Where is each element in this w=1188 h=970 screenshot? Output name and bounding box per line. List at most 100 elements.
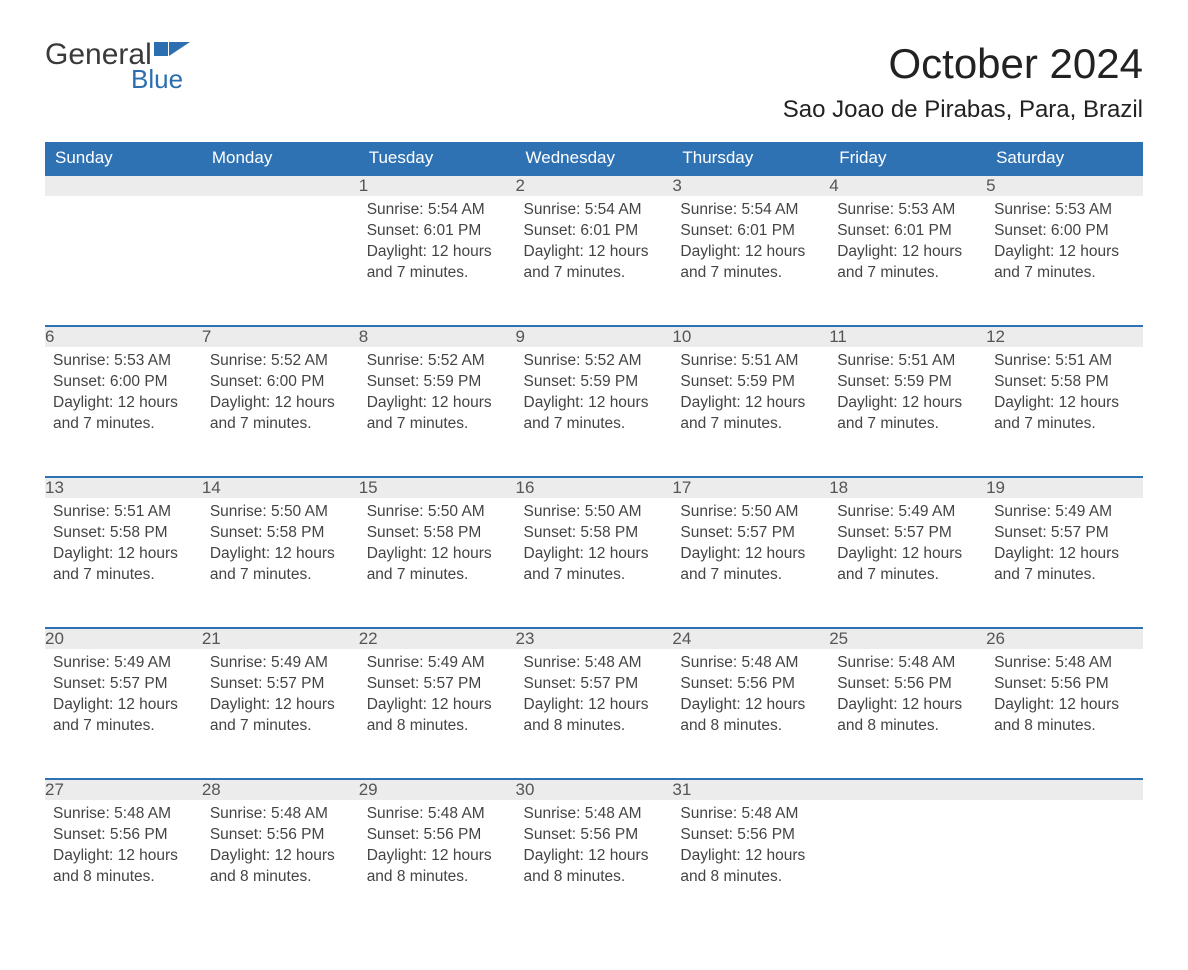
- day-cell: Sunrise: 5:51 AMSunset: 5:58 PMDaylight:…: [45, 498, 202, 628]
- day-number: 5: [986, 175, 1143, 196]
- daylight-line: Daylight: 12 hours and 7 minutes.: [53, 696, 178, 734]
- day-number: 27: [45, 779, 202, 800]
- sunrise-line: Sunrise: 5:49 AM: [994, 503, 1112, 520]
- day-cell: Sunrise: 5:50 AMSunset: 5:57 PMDaylight:…: [672, 498, 829, 628]
- day-number: 24: [672, 628, 829, 649]
- day-cell: Sunrise: 5:53 AM Sunset: 6:00 PM Daylight:…: [986, 196, 1143, 326]
- day-number: 22: [359, 628, 516, 649]
- sunset-line: Sunset: 5:57 PM: [524, 675, 639, 692]
- day-cell: Sunrise: 5:53 AMSunset: 6:00 PMDaylight:…: [45, 347, 202, 477]
- sunrise-line: Sunrise: 5:52 AM: [524, 352, 642, 369]
- daycontent-row: Sunrise: 5:48 AM Sunset: 5:56 PM Daylight:…: [45, 800, 1143, 930]
- sunrise-line: Sunrise: 5:53 AM: [837, 201, 955, 218]
- month-title: October 2024: [783, 40, 1143, 88]
- daylight-line: Daylight: 12 hours and 7 minutes.: [210, 394, 335, 432]
- sunrise-line: Sunrise: 5:51 AM: [53, 503, 171, 520]
- day-content: Sunrise: 5:52 AMSunset: 5:59 PMDaylight:…: [359, 347, 516, 445]
- day-cell: Sunrise: 5:48 AMSunset: 5:56 PMDaylight:…: [672, 800, 829, 930]
- daylight-line: Daylight: 12 hours and 7 minutes.: [524, 243, 649, 281]
- sunrise-line: Sunrise: 5:53 AM: [994, 201, 1112, 218]
- day-content: Sunrise: 5:48 AMSunset: 5:56 PMDaylight:…: [202, 800, 359, 898]
- sunrise-line: Sunrise: 5:48 AM: [367, 805, 485, 822]
- empty-day-cell: [202, 196, 359, 326]
- day-content: Sunrise: 5:48 AMSunset: 5:56 PMDaylight:…: [516, 800, 673, 898]
- empty-day-cell: [986, 800, 1143, 930]
- sunset-line: Sunset: 5:56 PM: [210, 826, 325, 843]
- day-number: 20: [45, 628, 202, 649]
- sunset-line: Sunset: 5:59 PM: [524, 373, 639, 390]
- sunrise-line: Sunrise: 5:48 AM: [680, 654, 798, 671]
- day-number: 13: [45, 477, 202, 498]
- day-cell: Sunrise: 5:49 AMSunset: 5:57 PMDaylight:…: [202, 649, 359, 779]
- day-number: 31: [672, 779, 829, 800]
- day-cell: Sunrise: 5:49 AM Sunset: 5:57 PM Daylight:…: [45, 649, 202, 779]
- day-content: Sunrise: 5:49 AM Sunset: 5:57 PM Daylight:…: [45, 649, 202, 747]
- sunset-line: Sunset: 6:00 PM: [994, 222, 1109, 239]
- sunrise-line: Sunrise: 5:50 AM: [210, 503, 328, 520]
- day-number: 3: [672, 175, 829, 196]
- day-content: Sunrise: 5:54 AMSunset: 6:01 PMDaylight:…: [359, 196, 516, 294]
- daylight-line: Daylight: 12 hours and 7 minutes.: [680, 394, 805, 432]
- sunset-line: Sunset: 5:57 PM: [53, 675, 168, 692]
- weekday-header: Monday: [202, 142, 359, 175]
- day-content: Sunrise: 5:48 AMSunset: 5:56 PMDaylight:…: [829, 649, 986, 747]
- day-content: Sunrise: 5:51 AMSunset: 5:59 PMDaylight:…: [829, 347, 986, 445]
- day-cell: Sunrise: 5:50 AMSunset: 5:58 PMDaylight:…: [202, 498, 359, 628]
- day-number: 23: [516, 628, 673, 649]
- day-cell: Sunrise: 5:50 AMSunset: 5:58 PMDaylight:…: [516, 498, 673, 628]
- sunset-line: Sunset: 5:59 PM: [837, 373, 952, 390]
- day-content: Sunrise: 5:49 AM Sunset: 5:57 PM Daylight:…: [986, 498, 1143, 596]
- day-number: 28: [202, 779, 359, 800]
- day-number: 12: [986, 326, 1143, 347]
- day-number: 30: [516, 779, 673, 800]
- day-number: 26: [986, 628, 1143, 649]
- day-number: 18: [829, 477, 986, 498]
- day-number: 9: [516, 326, 673, 347]
- daylight-line: Daylight: 12 hours and 8 minutes.: [680, 696, 805, 734]
- location-text: Sao Joao de Pirabas, Para, Brazil: [783, 96, 1143, 124]
- sunrise-line: Sunrise: 5:50 AM: [680, 503, 798, 520]
- day-content: Sunrise: 5:50 AMSunset: 5:58 PMDaylight:…: [202, 498, 359, 596]
- sunset-line: Sunset: 5:57 PM: [994, 524, 1109, 541]
- day-cell: Sunrise: 5:51 AMSunset: 5:59 PMDaylight:…: [672, 347, 829, 477]
- day-cell: Sunrise: 5:48 AMSunset: 5:56 PMDaylight:…: [202, 800, 359, 930]
- empty-day-cell: [45, 196, 202, 326]
- sunrise-line: Sunrise: 5:54 AM: [524, 201, 642, 218]
- sunrise-line: Sunrise: 5:49 AM: [210, 654, 328, 671]
- empty-day-number: [986, 779, 1143, 800]
- weekday-header: Wednesday: [516, 142, 673, 175]
- day-cell: Sunrise: 5:53 AMSunset: 6:01 PMDaylight:…: [829, 196, 986, 326]
- daylight-line: Daylight: 12 hours and 8 minutes.: [210, 847, 335, 885]
- day-number: 7: [202, 326, 359, 347]
- day-cell: Sunrise: 5:52 AMSunset: 5:59 PMDaylight:…: [359, 347, 516, 477]
- weekday-header: Thursday: [672, 142, 829, 175]
- daylight-line: Daylight: 12 hours and 7 minutes.: [994, 545, 1119, 583]
- sunrise-line: Sunrise: 5:51 AM: [680, 352, 798, 369]
- sunset-line: Sunset: 5:58 PM: [524, 524, 639, 541]
- daylight-line: Daylight: 12 hours and 7 minutes.: [210, 696, 335, 734]
- sunset-line: Sunset: 5:58 PM: [210, 524, 325, 541]
- sunrise-line: Sunrise: 5:52 AM: [210, 352, 328, 369]
- sunrise-line: Sunrise: 5:51 AM: [837, 352, 955, 369]
- day-number: 6: [45, 326, 202, 347]
- sunset-line: Sunset: 5:59 PM: [367, 373, 482, 390]
- sunset-line: Sunset: 5:57 PM: [680, 524, 795, 541]
- day-cell: Sunrise: 5:48 AM Sunset: 5:56 PM Daylight:…: [672, 649, 829, 779]
- sunset-line: Sunset: 5:56 PM: [53, 826, 168, 843]
- day-number: 29: [359, 779, 516, 800]
- sunset-line: Sunset: 5:56 PM: [680, 826, 795, 843]
- day-content: Sunrise: 5:51 AMSunset: 5:58 PMDaylight:…: [45, 498, 202, 596]
- day-cell: Sunrise: 5:51 AMSunset: 5:58 PMDaylight:…: [986, 347, 1143, 477]
- daylight-line: Daylight: 12 hours and 7 minutes.: [994, 243, 1119, 281]
- day-number: 10: [672, 326, 829, 347]
- day-cell: Sunrise: 5:52 AMSunset: 6:00 PMDaylight:…: [202, 347, 359, 477]
- daylight-line: Daylight: 12 hours and 7 minutes.: [837, 545, 962, 583]
- empty-day-number: [829, 779, 986, 800]
- daylight-line: Daylight: 12 hours and 7 minutes.: [837, 243, 962, 281]
- sunset-line: Sunset: 6:00 PM: [53, 373, 168, 390]
- empty-day-number: [202, 175, 359, 196]
- calendar-table: SundayMondayTuesdayWednesdayThursdayFrid…: [45, 142, 1143, 930]
- sunrise-line: Sunrise: 5:48 AM: [524, 805, 642, 822]
- sunrise-line: Sunrise: 5:49 AM: [53, 654, 171, 671]
- sunset-line: Sunset: 5:56 PM: [680, 675, 795, 692]
